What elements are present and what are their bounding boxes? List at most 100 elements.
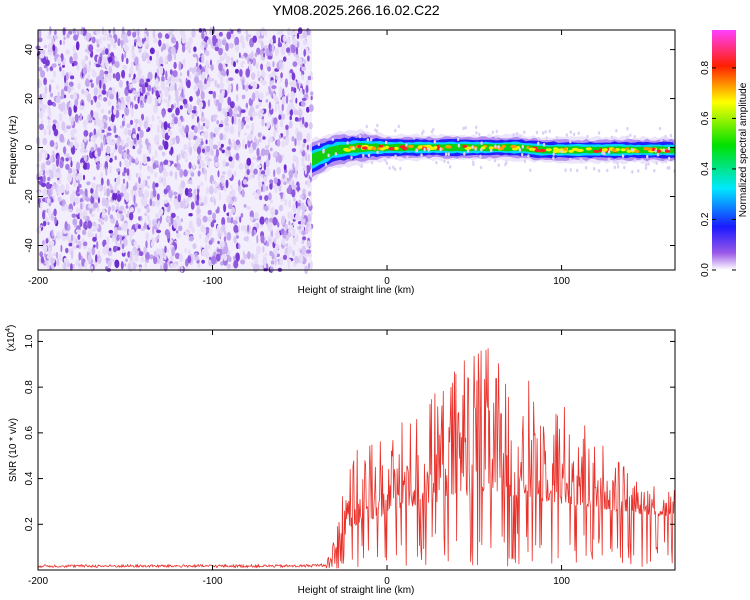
noise-speckle: [168, 94, 171, 102]
noise-speckle: [52, 119, 57, 124]
noise-speckle: [200, 196, 203, 200]
noise-speckle: [158, 90, 161, 95]
noise-speckle: [130, 229, 135, 236]
noise-speckle: [208, 240, 213, 245]
noise-speckle: [188, 131, 194, 140]
noise-speckle: [230, 57, 234, 61]
noise-speckle: [201, 71, 206, 80]
noise-speckle: [297, 57, 303, 66]
noise-speckle: [233, 170, 237, 177]
noise-speckle: [173, 191, 178, 196]
noise-speckle: [102, 56, 108, 63]
noise-speckle: [56, 84, 59, 90]
noise-speckle: [260, 40, 264, 49]
noise-speckle: [203, 130, 209, 140]
noise-speckle: [192, 163, 196, 169]
noise-speckle: [306, 240, 311, 248]
noise-speckle: [298, 139, 301, 147]
noise-speckle: [42, 137, 48, 146]
noise-speckle: [269, 183, 273, 190]
noise-speckle: [283, 181, 287, 185]
noise-speckle: [200, 141, 204, 146]
noise-speckle: [277, 261, 281, 265]
noise-speckle: [257, 181, 263, 188]
noise-speckle: [164, 55, 168, 65]
noise-speckle: [108, 229, 114, 234]
signal-hotspot: [385, 145, 390, 149]
noise-speckle: [145, 240, 148, 249]
noise-speckle: [228, 77, 234, 81]
noise-speckle: [63, 261, 67, 270]
y-tick-label: 1.0: [24, 334, 35, 348]
noise-speckle: [49, 169, 52, 174]
snr-y-axis: 0.2 0.4 0.6 0.8 1.0: [24, 334, 675, 531]
noise-speckle: [58, 112, 63, 123]
noise-speckle: [221, 149, 226, 154]
noise-speckle: [253, 223, 257, 227]
band-speckle: [399, 166, 402, 171]
noise-speckle: [240, 259, 246, 265]
noise-speckle: [157, 32, 163, 39]
noise-speckle: [262, 246, 265, 253]
noise-speckle: [162, 139, 165, 146]
noise-speckle: [105, 155, 111, 161]
noise-speckle: [186, 131, 189, 138]
signal-hotspot: [378, 144, 384, 148]
noise-speckle: [170, 123, 174, 129]
noise-speckle: [117, 246, 121, 251]
noise-speckle: [292, 163, 295, 169]
noise-speckle: [207, 99, 211, 107]
noise-speckle: [37, 37, 43, 43]
noise-speckle: [301, 214, 304, 224]
noise-speckle: [191, 28, 196, 38]
noise-speckle: [294, 117, 299, 122]
noise-speckle: [233, 235, 237, 244]
noise-speckle: [128, 73, 131, 78]
noise-speckle: [208, 90, 214, 95]
noise-speckle: [268, 217, 274, 223]
noise-speckle: [64, 221, 68, 231]
noise-speckle: [108, 247, 112, 252]
noise-speckle: [95, 63, 101, 68]
noise-speckle: [84, 188, 88, 197]
noise-speckle: [39, 99, 43, 104]
noise-speckle: [156, 229, 162, 234]
noise-speckle: [245, 107, 248, 112]
noise-speckle: [39, 224, 43, 228]
noise-speckle: [229, 42, 234, 49]
noise-speckle: [129, 233, 132, 242]
band-speckle: [479, 154, 482, 159]
noise-speckle: [72, 44, 76, 53]
band-speckle: [537, 141, 540, 146]
noise-speckle: [226, 68, 229, 77]
noise-speckle: [287, 232, 292, 238]
noise-speckle: [40, 182, 47, 188]
noise-speckle: [176, 233, 181, 239]
noise-speckle: [297, 207, 301, 215]
x-tick-label: 100: [553, 276, 570, 287]
noise-speckle: [67, 85, 72, 94]
noise-speckle: [227, 203, 233, 210]
band-speckle: [537, 136, 540, 141]
noise-speckle: [135, 173, 139, 178]
noise-speckle: [127, 30, 132, 37]
noise-speckle: [75, 261, 79, 266]
noise-speckle: [236, 59, 239, 64]
noise-speckle: [134, 103, 139, 110]
noise-speckle: [78, 189, 84, 195]
noise-speckle: [138, 48, 142, 54]
noise-speckle: [178, 128, 182, 132]
signal-hotspot: [620, 148, 626, 152]
noise-speckle: [171, 212, 176, 218]
noise-speckle: [213, 126, 219, 135]
noise-speckle: [122, 99, 125, 105]
noise-speckle: [38, 123, 45, 131]
noise-speckle: [285, 124, 289, 130]
y-tick-label: 0: [24, 144, 35, 150]
noise-speckle: [98, 58, 100, 65]
noise-speckle: [80, 202, 83, 211]
noise-speckle: [131, 79, 137, 84]
noise-speckle: [110, 123, 115, 130]
noise-speckle: [224, 117, 228, 126]
noise-speckle: [49, 66, 54, 72]
